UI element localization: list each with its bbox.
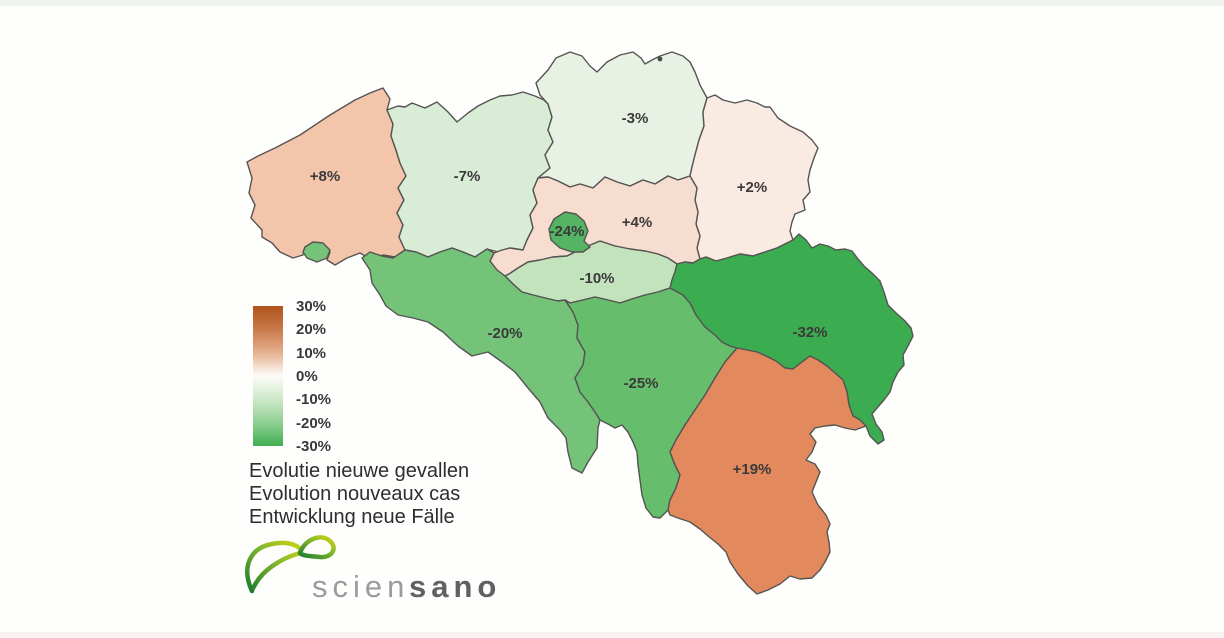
region-liege — [669, 233, 914, 445]
label-antwerp: -3% — [622, 110, 649, 127]
label-brussels: -24% — [549, 223, 584, 240]
label-liege: -32% — [792, 324, 827, 341]
label-flemish-brabant: +4% — [622, 214, 652, 231]
bottom-edge-tint — [0, 632, 1224, 638]
legend-gradient-bar — [253, 306, 283, 446]
label-limburg: +2% — [737, 179, 767, 196]
legend-title-nl: Evolutie nieuwe gevallen — [249, 460, 469, 482]
region-hainaut — [361, 247, 601, 474]
logo-text-sano: sano — [409, 569, 501, 604]
label-luxembourg: +19% — [733, 461, 772, 478]
legend-tick-neg30: -30% — [296, 438, 331, 455]
label-walloon-brabant: -10% — [579, 270, 614, 287]
baarle-hertog-dot — [657, 56, 663, 62]
legend-tick-0: 0% — [296, 368, 318, 385]
region-luxembourg — [667, 347, 867, 595]
region-brussels — [548, 211, 591, 253]
legend-tick-neg10: -10% — [296, 391, 331, 408]
label-namur: -25% — [623, 375, 658, 392]
legend-tick-neg20: -20% — [296, 415, 331, 432]
region-hainaut-mouscron — [302, 241, 331, 263]
label-west-flanders: +8% — [310, 168, 340, 185]
legend: 30% 20% 10% 0% -10% -20% -30% Evolutie n… — [249, 298, 469, 528]
legend-title-de: Entwicklung neue Fälle — [249, 506, 455, 528]
sciensano-logo: scien sano — [245, 535, 501, 604]
label-east-flanders: -7% — [454, 168, 481, 185]
logo-text-scien: scien — [312, 569, 409, 604]
province-labels: +8% -7% -3% +2% +4% -24% -10% -20% -25% … — [310, 110, 828, 478]
province-shapes — [246, 51, 914, 595]
legend-tick-10: 10% — [296, 345, 326, 362]
label-hainaut: -20% — [487, 325, 522, 342]
legend-tick-20: 20% — [296, 321, 326, 338]
legend-title-fr: Evolution nouveaux cas — [249, 483, 460, 505]
legend-tick-30: 30% — [296, 298, 326, 315]
sciensano-leaf-icon — [245, 535, 336, 594]
top-edge-tint — [0, 0, 1224, 6]
